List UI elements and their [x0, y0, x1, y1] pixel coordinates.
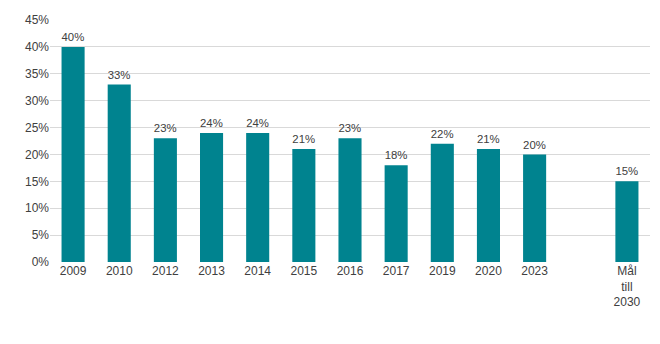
svg-text:2012: 2012 — [152, 264, 179, 278]
svg-text:21%: 21% — [477, 133, 500, 145]
svg-text:24%: 24% — [200, 117, 223, 129]
svg-text:15%: 15% — [615, 165, 638, 177]
svg-text:40%: 40% — [25, 40, 49, 54]
svg-text:2023: 2023 — [521, 264, 548, 278]
svg-text:2009: 2009 — [60, 264, 87, 278]
svg-text:18%: 18% — [385, 149, 408, 161]
svg-text:25%: 25% — [25, 121, 49, 135]
svg-text:23%: 23% — [154, 122, 177, 134]
svg-text:2019: 2019 — [429, 264, 456, 278]
svg-text:30%: 30% — [25, 94, 49, 108]
svg-text:Måltill2030: Måltill2030 — [614, 264, 641, 309]
svg-text:20%: 20% — [25, 148, 49, 162]
svg-text:2017: 2017 — [383, 264, 410, 278]
svg-text:22%: 22% — [431, 128, 454, 140]
svg-text:2014: 2014 — [244, 264, 271, 278]
svg-text:23%: 23% — [338, 122, 361, 134]
svg-text:45%: 45% — [25, 13, 49, 27]
svg-text:0%: 0% — [32, 255, 50, 269]
svg-text:35%: 35% — [25, 67, 49, 81]
svg-text:20%: 20% — [523, 139, 546, 151]
svg-text:21%: 21% — [292, 133, 315, 145]
svg-text:2010: 2010 — [106, 264, 133, 278]
svg-text:2016: 2016 — [337, 264, 364, 278]
svg-text:5%: 5% — [32, 228, 50, 242]
svg-text:10%: 10% — [25, 201, 49, 215]
svg-text:40%: 40% — [62, 31, 85, 43]
svg-text:24%: 24% — [246, 117, 269, 129]
svg-text:15%: 15% — [25, 175, 49, 189]
svg-text:2013: 2013 — [198, 264, 225, 278]
svg-text:2015: 2015 — [290, 264, 317, 278]
svg-text:2020: 2020 — [475, 264, 502, 278]
svg-text:33%: 33% — [108, 69, 131, 81]
